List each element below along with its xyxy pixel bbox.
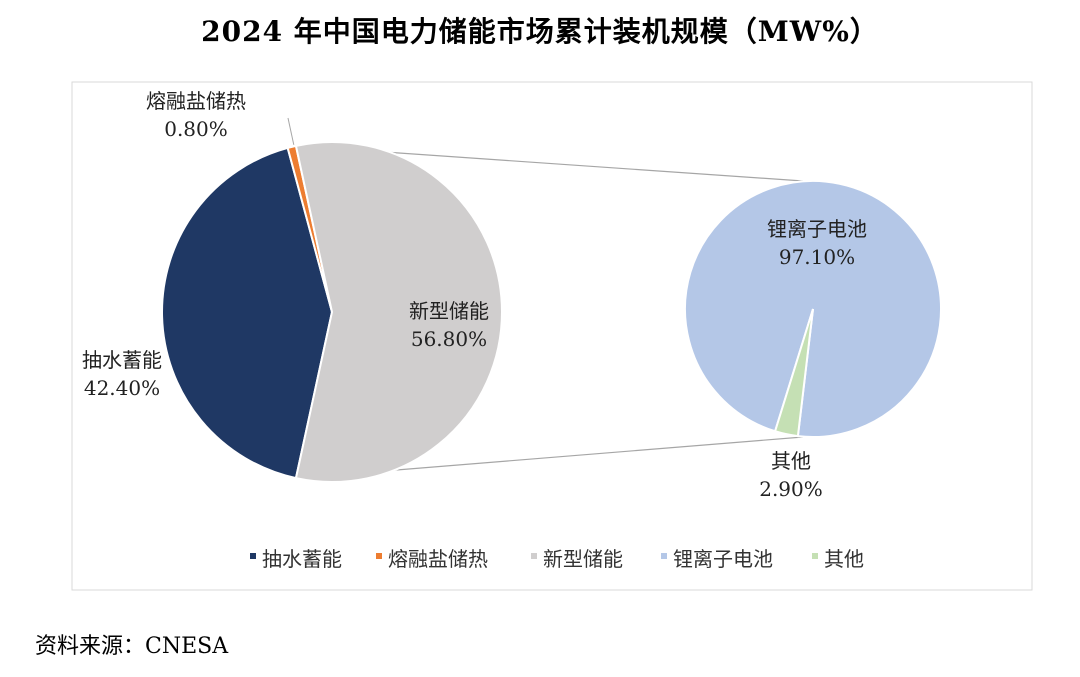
legend-label-2: 新型储能 [543,547,623,571]
source-note: 资料来源：CNESA [35,634,229,659]
chart-title: 2024 年中国电力储能市场累计装机规模（MW%） [201,15,879,48]
legend-marker-0 [250,553,256,559]
secondary-slice-1 [773,308,814,438]
legend-label-0: 抽水蓄能 [262,547,342,571]
legend-marker-3 [661,553,667,559]
legend-marker-2 [531,553,537,559]
data-label-new-storage: 新型储能 56.80% [409,299,489,351]
main-slice-2 [294,141,503,483]
legend-marker-1 [376,553,382,559]
data-label-molten-salt: 熔融盐储热 0.80% [146,89,246,141]
legend-label-1: 熔融盐储热 [388,547,488,571]
main-slice-0 [161,146,334,480]
pie-of-pie-chart: 抽水蓄能 42.40% 熔融盐储热 0.80% 新型储能 56.80% 锂离子电池 97.10… [71,81,1033,591]
legend-label-3: 锂离子电池 [673,547,773,571]
leader-line-molten-salt [287,117,295,145]
legend-marker-4 [812,553,818,559]
data-label-pumped-hydro: 抽水蓄能 42.40% [82,348,162,400]
chart-frame [71,81,1033,591]
legend-label-4: 其他 [824,547,864,571]
data-label-other: 其他 2.90% [759,449,823,501]
data-label-lithium-ion: 锂离子电池 97.10% [767,217,867,269]
